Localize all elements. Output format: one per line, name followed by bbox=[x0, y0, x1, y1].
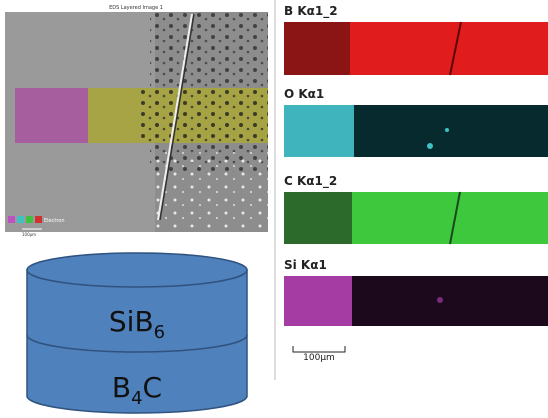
scale-bar-line bbox=[293, 346, 345, 352]
figure: Electron 100μm EDS Layered Image 1 SiB6 … bbox=[0, 0, 548, 418]
formula-text: C bbox=[143, 371, 163, 404]
subscript: 4 bbox=[131, 388, 142, 409]
subscript: 6 bbox=[154, 322, 165, 343]
map-label: Si Kα1 bbox=[284, 258, 327, 272]
formula-text: SiB bbox=[109, 305, 154, 338]
sem-image: Electron 100μm EDS Layered Image 1 bbox=[5, 5, 268, 237]
map-label: C Kα1_2 bbox=[284, 174, 337, 189]
sem-title: EDS Layered Image 1 bbox=[109, 5, 163, 11]
map-label: B Kα1_2 bbox=[284, 4, 338, 19]
sem-scale-bar: 100μm bbox=[22, 232, 36, 237]
scale-bar: 100μm bbox=[303, 353, 335, 363]
formula-text: B bbox=[112, 371, 131, 404]
sem-legend: Electron bbox=[44, 218, 65, 224]
map-label: O Kα1 bbox=[284, 87, 324, 101]
